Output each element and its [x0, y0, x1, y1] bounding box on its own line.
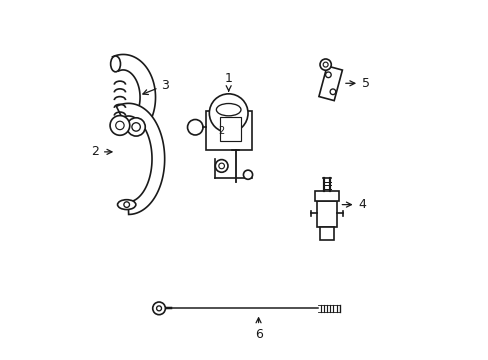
- Circle shape: [329, 89, 335, 95]
- Circle shape: [325, 72, 330, 78]
- Text: 1: 1: [224, 72, 232, 91]
- Circle shape: [127, 118, 145, 136]
- FancyBboxPatch shape: [220, 117, 241, 141]
- Polygon shape: [116, 103, 164, 215]
- FancyBboxPatch shape: [317, 201, 336, 228]
- FancyBboxPatch shape: [315, 191, 338, 201]
- Circle shape: [243, 170, 252, 179]
- Text: 2: 2: [218, 126, 224, 136]
- Circle shape: [152, 302, 165, 315]
- Circle shape: [132, 123, 140, 131]
- Circle shape: [110, 116, 129, 135]
- Text: 6: 6: [254, 318, 262, 341]
- Ellipse shape: [110, 56, 120, 72]
- Circle shape: [187, 120, 203, 135]
- Text: 5: 5: [345, 77, 369, 90]
- Text: 4: 4: [342, 198, 366, 211]
- Circle shape: [156, 306, 161, 311]
- Ellipse shape: [117, 200, 136, 210]
- FancyBboxPatch shape: [205, 112, 251, 150]
- Circle shape: [215, 159, 227, 172]
- Circle shape: [116, 121, 124, 130]
- Text: 3: 3: [142, 78, 169, 95]
- Ellipse shape: [216, 104, 241, 116]
- FancyBboxPatch shape: [320, 227, 333, 240]
- Circle shape: [323, 62, 327, 67]
- Circle shape: [209, 94, 247, 132]
- Circle shape: [123, 202, 129, 207]
- Circle shape: [219, 163, 224, 169]
- Polygon shape: [112, 54, 155, 135]
- Circle shape: [319, 59, 330, 70]
- Text: 2: 2: [91, 145, 112, 158]
- Polygon shape: [318, 66, 342, 101]
